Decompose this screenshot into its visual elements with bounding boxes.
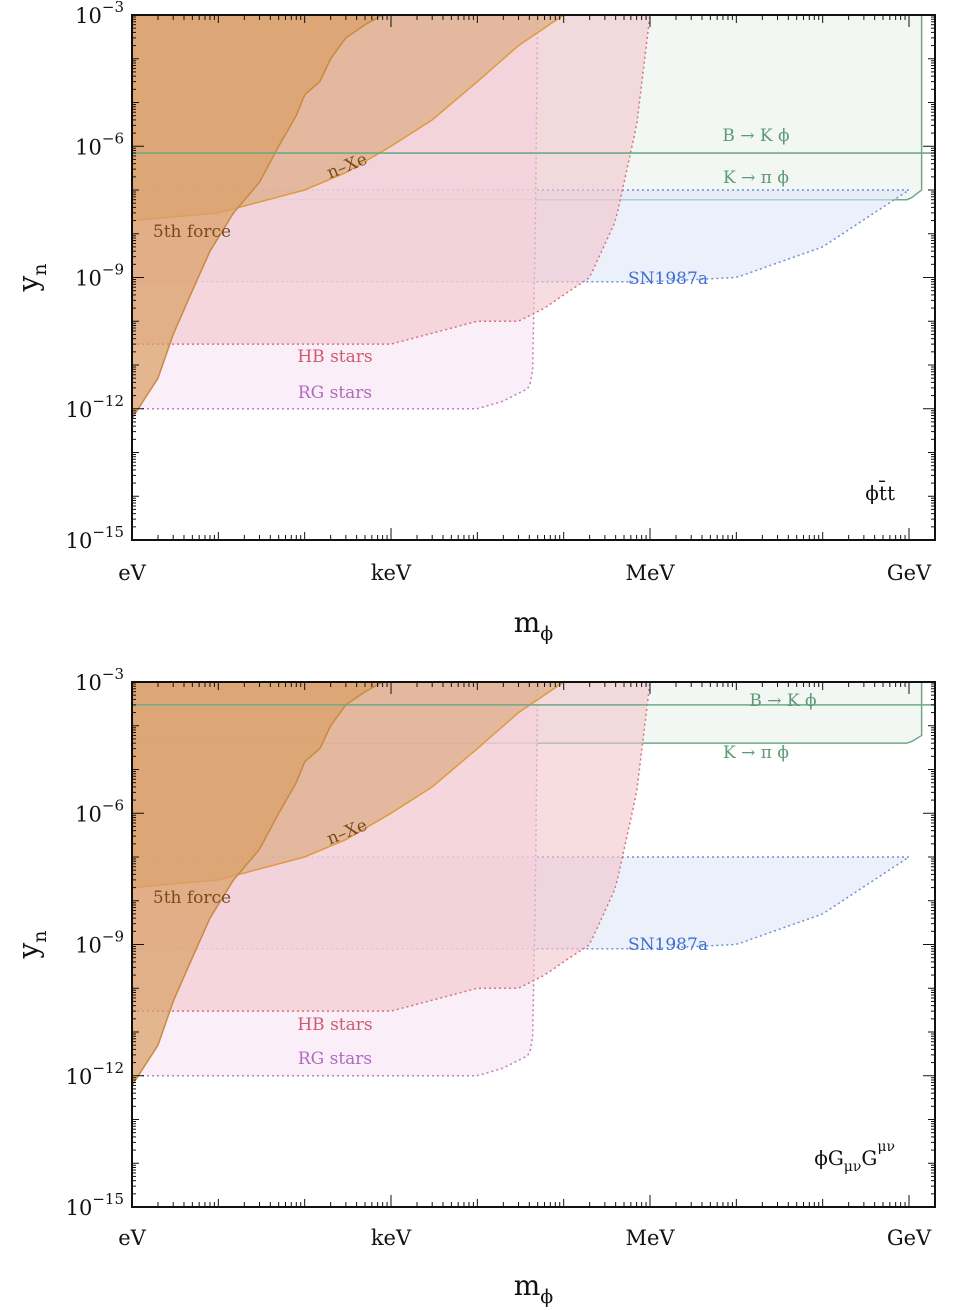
chart-panel-bottom: eV keV MeV GeV 10−3 10−6 10−9 10−12 10−15 mϕ yn 5th… bbox=[12, 665, 936, 1308]
series-boundary-hb-stars bbox=[132, 15, 651, 345]
x-axis-title: mϕ bbox=[514, 606, 554, 645]
x-tick-label: GeV bbox=[887, 561, 932, 585]
y-tick-label: 10−3 bbox=[75, 0, 124, 28]
series-label-5th-force: 5th force bbox=[153, 222, 231, 242]
y-axis-title: yn bbox=[12, 930, 51, 959]
series-label-hb-stars: HB stars bbox=[297, 347, 372, 367]
x-tick-label: eV bbox=[118, 561, 146, 585]
x-tick-label: MeV bbox=[625, 1226, 675, 1250]
plot-area bbox=[132, 682, 935, 1086]
x-tick-label: eV bbox=[118, 1226, 146, 1250]
series-label-b-k: B → K ϕ bbox=[722, 126, 789, 146]
series-label-sn1987a: SN1987a bbox=[628, 935, 708, 955]
series-label-k: K → π ϕ bbox=[723, 168, 789, 188]
x-axis-title: mϕ bbox=[514, 1269, 554, 1308]
model-label: ϕGμνGμν bbox=[814, 1139, 895, 1175]
series-boundary-hb-stars bbox=[132, 682, 651, 1012]
chart-panel-top: eV keV MeV GeV 10−3 10−6 10−9 10−12 10−15 mϕ yn 5th… bbox=[12, 0, 936, 645]
y-tick-label: 10−15 bbox=[66, 523, 124, 553]
series-label-5th-force: 5th force bbox=[153, 888, 231, 908]
series-label-sn1987a: SN1987a bbox=[628, 269, 708, 289]
y-tick-label: 10−12 bbox=[66, 1059, 124, 1089]
y-tick-label: 10−6 bbox=[75, 796, 124, 826]
series-label-b-k: B → K ϕ bbox=[749, 691, 816, 711]
series-label-hb-stars: HB stars bbox=[297, 1015, 372, 1035]
x-tick-label: keV bbox=[371, 561, 412, 585]
y-tick-label: 10−9 bbox=[75, 928, 124, 958]
series-region-5th-force bbox=[132, 682, 392, 1086]
y-tick-label: 10−12 bbox=[66, 392, 124, 422]
x-tick-label: MeV bbox=[625, 561, 675, 585]
series-boundary-5th-force bbox=[132, 682, 392, 1086]
y-tick-label: 10−3 bbox=[75, 665, 124, 695]
y-tick-label: 10−15 bbox=[66, 1190, 124, 1220]
series-label-k: K → π ϕ bbox=[723, 743, 789, 763]
x-tick-label: GeV bbox=[887, 1226, 932, 1250]
series-region-5th-force bbox=[132, 15, 392, 419]
y-axis-title: yn bbox=[12, 263, 51, 292]
series-label-rg-stars: RG stars bbox=[298, 383, 372, 403]
series-boundary-5th-force bbox=[132, 15, 392, 419]
y-tick-label: 10−9 bbox=[75, 261, 124, 291]
series-label-rg-stars: RG stars bbox=[298, 1049, 372, 1069]
y-tick-label: 10−6 bbox=[75, 129, 124, 159]
x-tick-label: keV bbox=[371, 1226, 412, 1250]
model-label: ϕt̄t bbox=[865, 480, 895, 505]
plot-area bbox=[132, 15, 935, 419]
